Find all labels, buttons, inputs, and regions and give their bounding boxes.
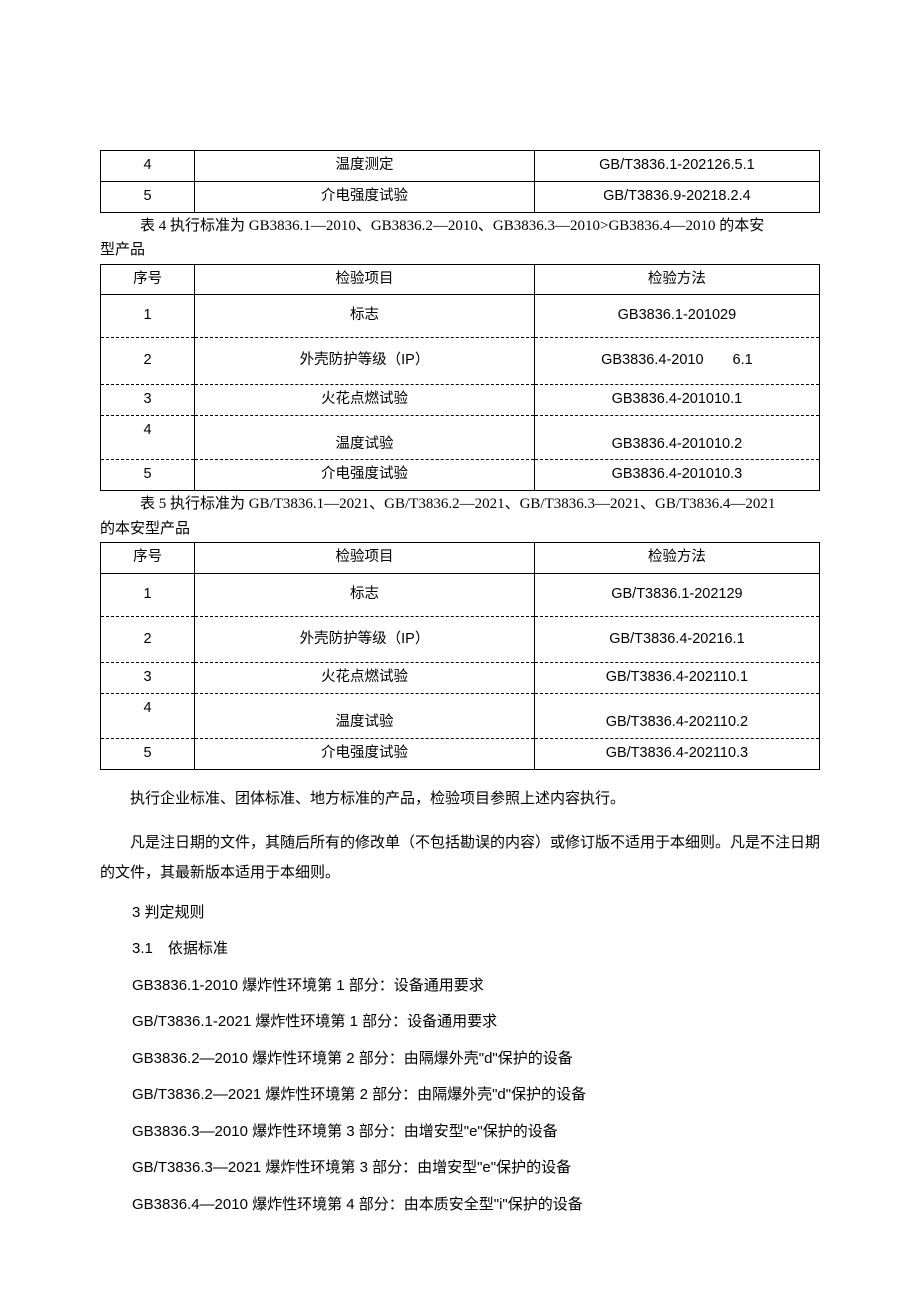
table5-caption: 表 5 执行标准为 GB/T3836.1—2021、GB/T3836.2—202… [100,493,820,516]
standard-item: GB/T3836.3—2021 爆炸性环境第 3 部分：由增安型"e"保护的设备 [132,1157,820,1180]
table5: 序号 检验项目 检验方法 1 标志 GB/T3836.1-202129 2 外壳… [100,542,820,770]
cell-item: 介电强度试验 [195,738,535,769]
section-3-1: 3.1 依据标准 [132,938,820,961]
cell-item: 火花点燃试验 [195,384,535,415]
standard-item: GB/T3836.1-2021 爆炸性环境第 1 部分：设备通用要求 [132,1011,820,1034]
table4: 序号 检验项目 检验方法 1 标志 GB3836.1-201029 2 外壳防护… [100,264,820,492]
cell-seq: 3 [101,384,195,415]
standard-item: GB/T3836.2—2021 爆炸性环境第 2 部分：由隔爆外壳"d"保护的设… [132,1084,820,1107]
paragraph-2: 凡是注日期的文件，其随后所有的修改单（不包括勘误的内容）或修订版不适用于本细则。… [100,828,820,888]
cell-seq: 2 [101,338,195,385]
table-top-continuation: 4 温度测定 GB/T3836.1-202126.5.1 5 介电强度试验 GB… [100,150,820,213]
cell-method: GB/T3836.4-202110.1 [534,663,819,694]
cell-item: 外壳防护等级（IP） [195,338,535,385]
cell-seq: 1 [101,295,195,338]
cell-seq: 5 [101,738,195,769]
cell-item: 火花点燃试验 [195,663,535,694]
cell-method: GB3836.4-201010.2 [534,415,819,460]
cell-seq: 5 [101,460,195,491]
cell-item: 温度试验 [195,694,535,739]
table4-caption-cont: 型产品 [100,239,820,262]
cell-item: 介电强度试验 [195,460,535,491]
cell-item: 标志 [195,573,535,616]
standard-item: GB3836.1-2010 爆炸性环境第 1 部分：设备通用要求 [132,975,820,998]
cell-method: GB/T3836.4-202110.3 [534,738,819,769]
cell-method: GB/T3836.4-202110.2 [534,694,819,739]
table5-head-method: 检验方法 [534,543,819,574]
paragraph-1: 执行企业标准、团体标准、地方标准的产品，检验项目参照上述内容执行。 [100,784,820,814]
table4-head-seq: 序号 [101,264,195,295]
standard-item: GB3836.2—2010 爆炸性环境第 2 部分：由隔爆外壳"d"保护的设备 [132,1048,820,1071]
cell-seq: 3 [101,663,195,694]
cell-method: GB3836.4-201010.1 [534,384,819,415]
cell-method: GB3836.4-2010 6.1 [534,338,819,385]
cell-item: 外壳防护等级（IP） [195,616,535,663]
table5-caption-cont: 的本安型产品 [100,518,820,541]
cell-method: GB3836.1-201029 [534,295,819,338]
cell-seq: 1 [101,573,195,616]
table5-head-seq: 序号 [101,543,195,574]
document-page: 4 温度测定 GB/T3836.1-202126.5.1 5 介电强度试验 GB… [0,0,920,1310]
cell-method: GB/T3836.1-202126.5.1 [534,151,819,182]
cell-item: 标志 [195,295,535,338]
cell-method: GB3836.4-201010.3 [534,460,819,491]
cell-seq: 4 [101,151,195,182]
cell-method: GB/T3836.1-202129 [534,573,819,616]
section-3: 3 判定规则 [132,902,820,925]
cell-item: 介电强度试验 [195,181,535,212]
cell-item: 温度测定 [195,151,535,182]
table4-caption: 表 4 执行标准为 GB3836.1—2010、GB3836.2—2010、GB… [100,215,820,238]
table5-head-item: 检验项目 [195,543,535,574]
cell-item: 温度试验 [195,415,535,460]
table4-head-item: 检验项目 [195,264,535,295]
cell-seq: 4 [101,415,195,460]
cell-seq: 4 [101,694,195,739]
cell-method: GB/T3836.4-20216.1 [534,616,819,663]
table4-head-method: 检验方法 [534,264,819,295]
standard-item: GB3836.3—2010 爆炸性环境第 3 部分：由增安型"e"保护的设备 [132,1121,820,1144]
cell-method: GB/T3836.9-20218.2.4 [534,181,819,212]
cell-seq: 2 [101,616,195,663]
cell-seq: 5 [101,181,195,212]
standard-item: GB3836.4—2010 爆炸性环境第 4 部分：由本质安全型"i"保护的设备 [132,1194,820,1217]
